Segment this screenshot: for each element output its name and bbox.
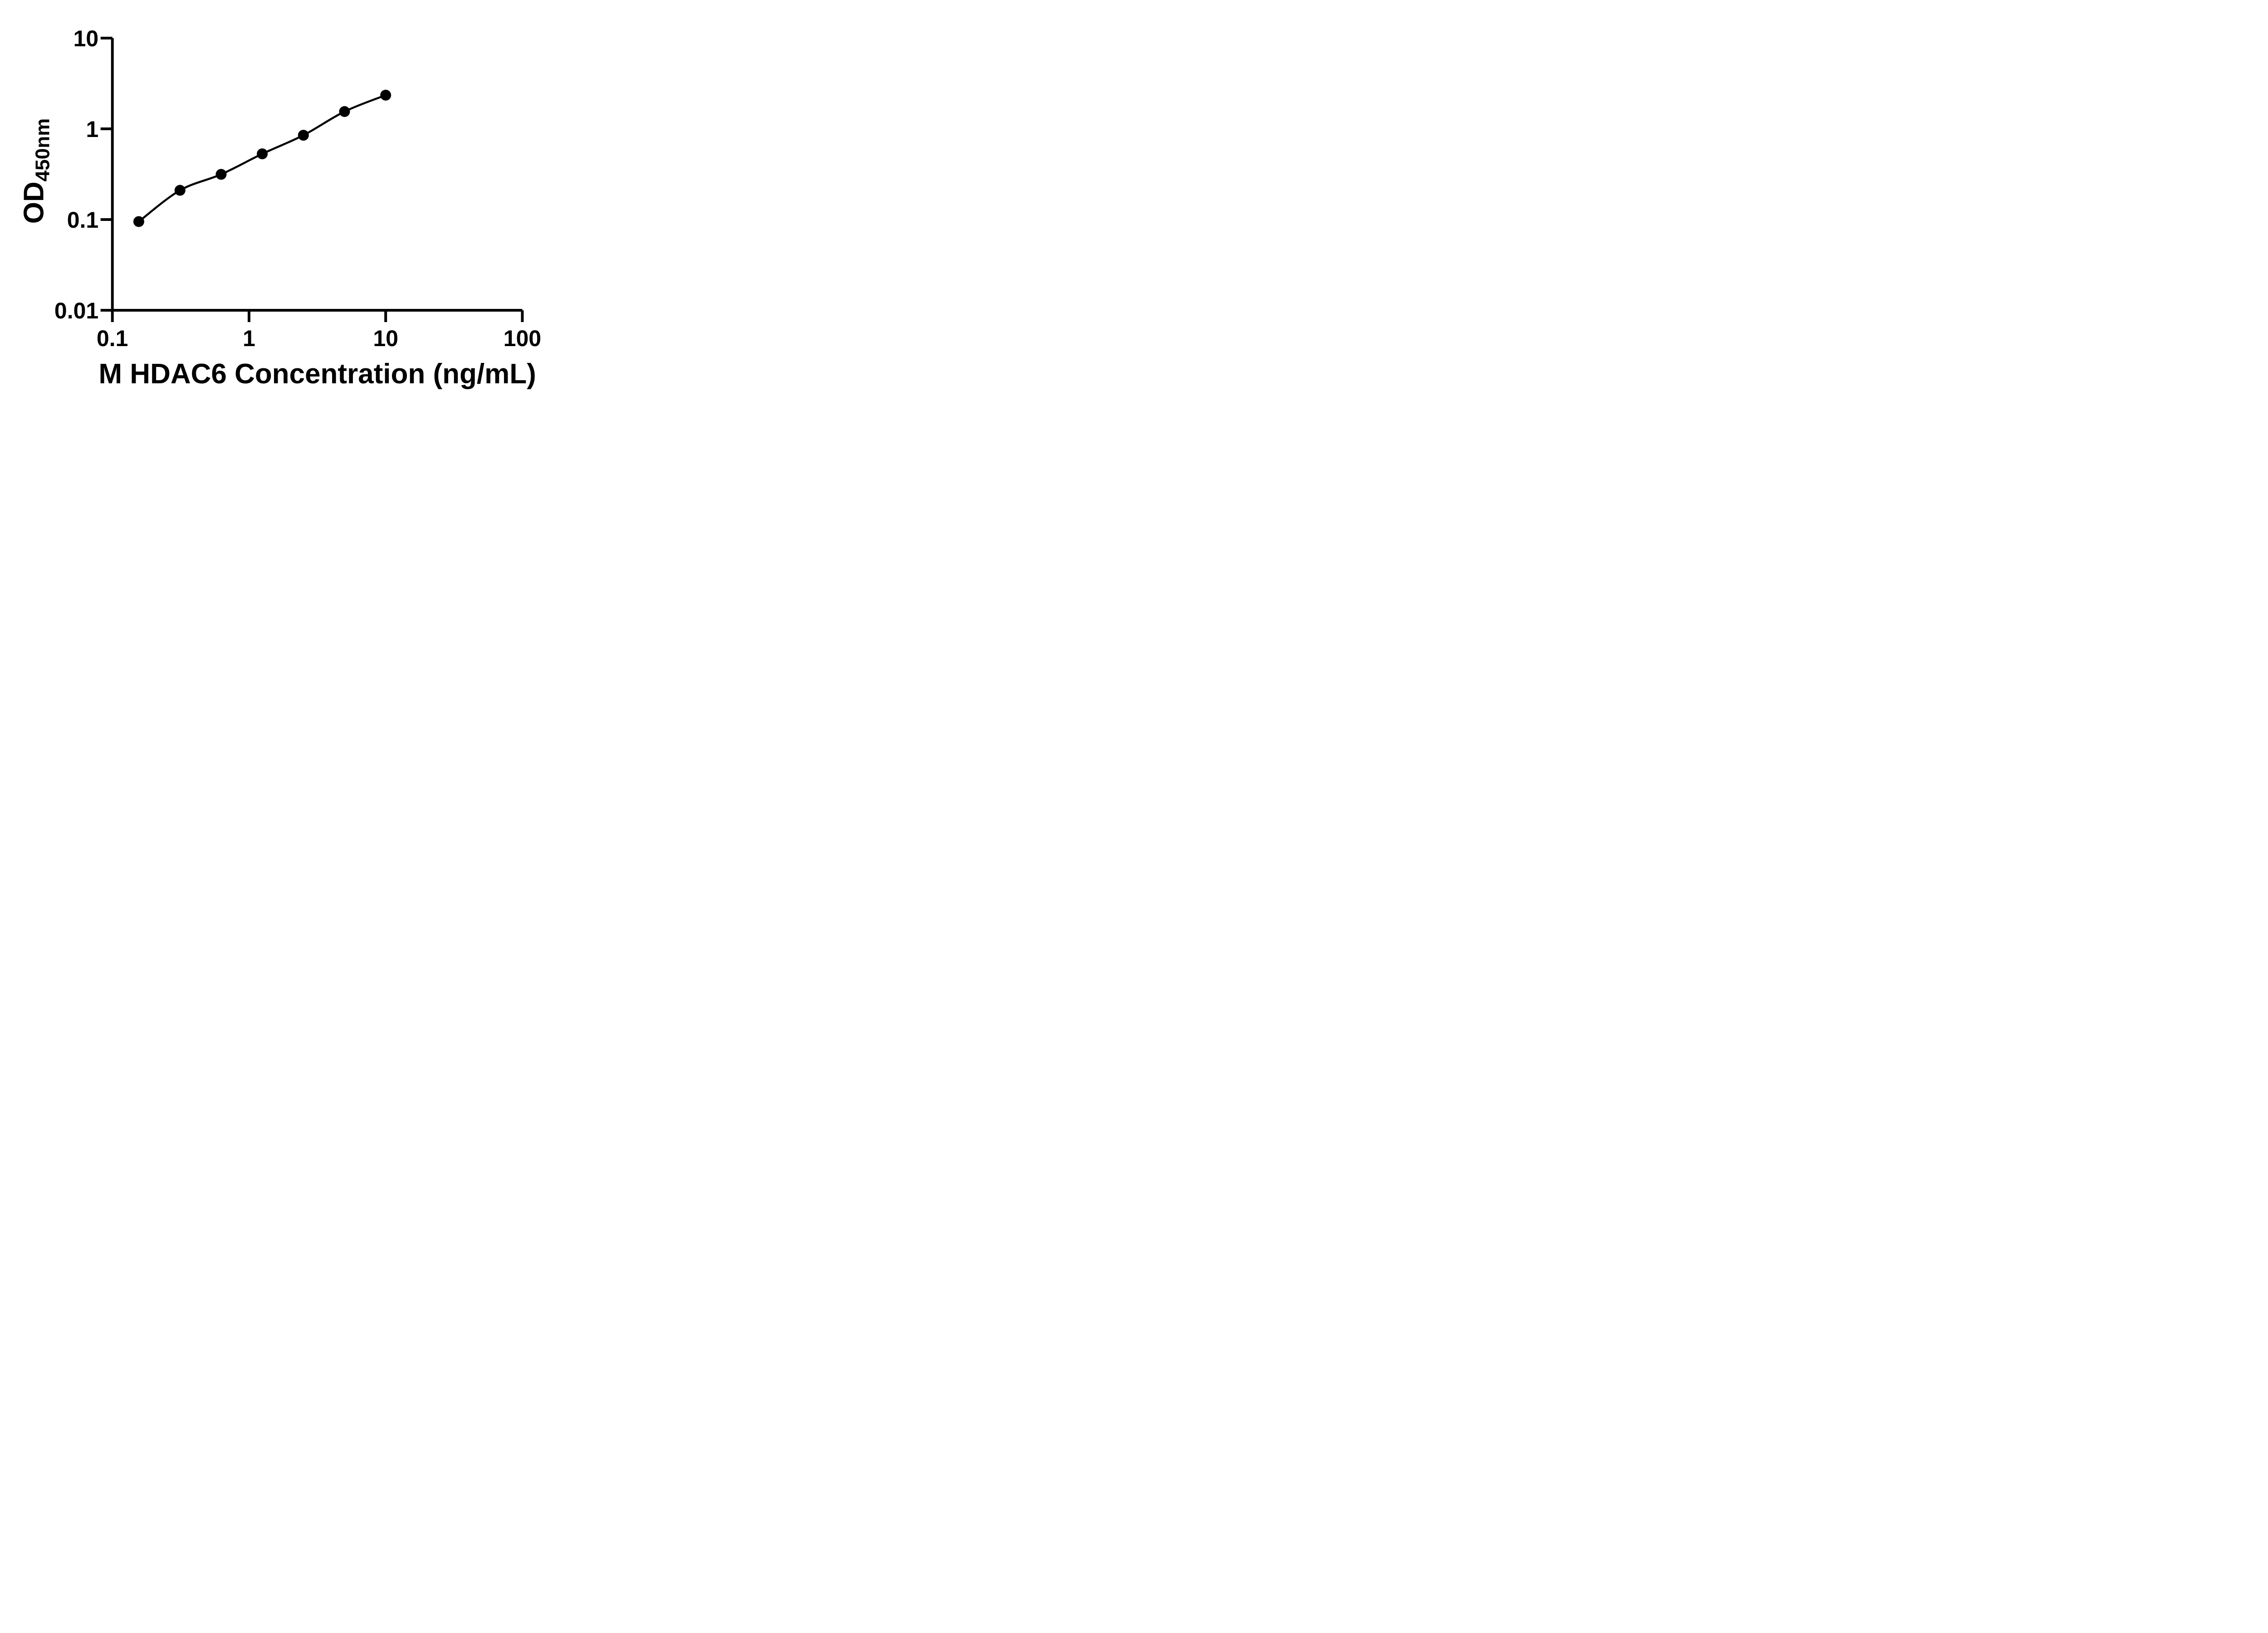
y-tick-label: 10 [73, 26, 99, 51]
y-axis-title-main: OD [18, 181, 49, 224]
y-axis-title-subscript: 450nm [31, 118, 54, 181]
data-point [174, 185, 186, 196]
data-point [133, 216, 144, 227]
data-point [380, 89, 391, 101]
y-tick-label: 0.01 [54, 298, 98, 323]
plot-area: 10 1 0.1 0.01 0.1 1 10 100 [54, 26, 541, 351]
x-tick-label: 10 [373, 326, 398, 351]
x-tick-label: 0.1 [97, 326, 128, 351]
x-tick-label: 100 [503, 326, 541, 351]
data-point [298, 130, 309, 141]
data-point [339, 106, 350, 117]
chart-canvas: 10 1 0.1 0.01 0.1 1 10 100 M HDAC6 Concentratio… [18, 26, 541, 390]
x-axis-title: M HDAC6 Concentration (ng/mL) [98, 358, 536, 390]
data-point [215, 169, 227, 180]
x-tick-label: 1 [243, 326, 255, 351]
y-tick-label: 0.1 [67, 207, 99, 233]
y-axis-title: OD450nm [18, 118, 54, 224]
y-tick-label: 1 [86, 117, 98, 142]
elisa-standard-curve-figure: 10 1 0.1 0.01 0.1 1 10 100 M HDAC6 Concentratio… [0, 0, 583, 408]
data-point [257, 148, 268, 160]
